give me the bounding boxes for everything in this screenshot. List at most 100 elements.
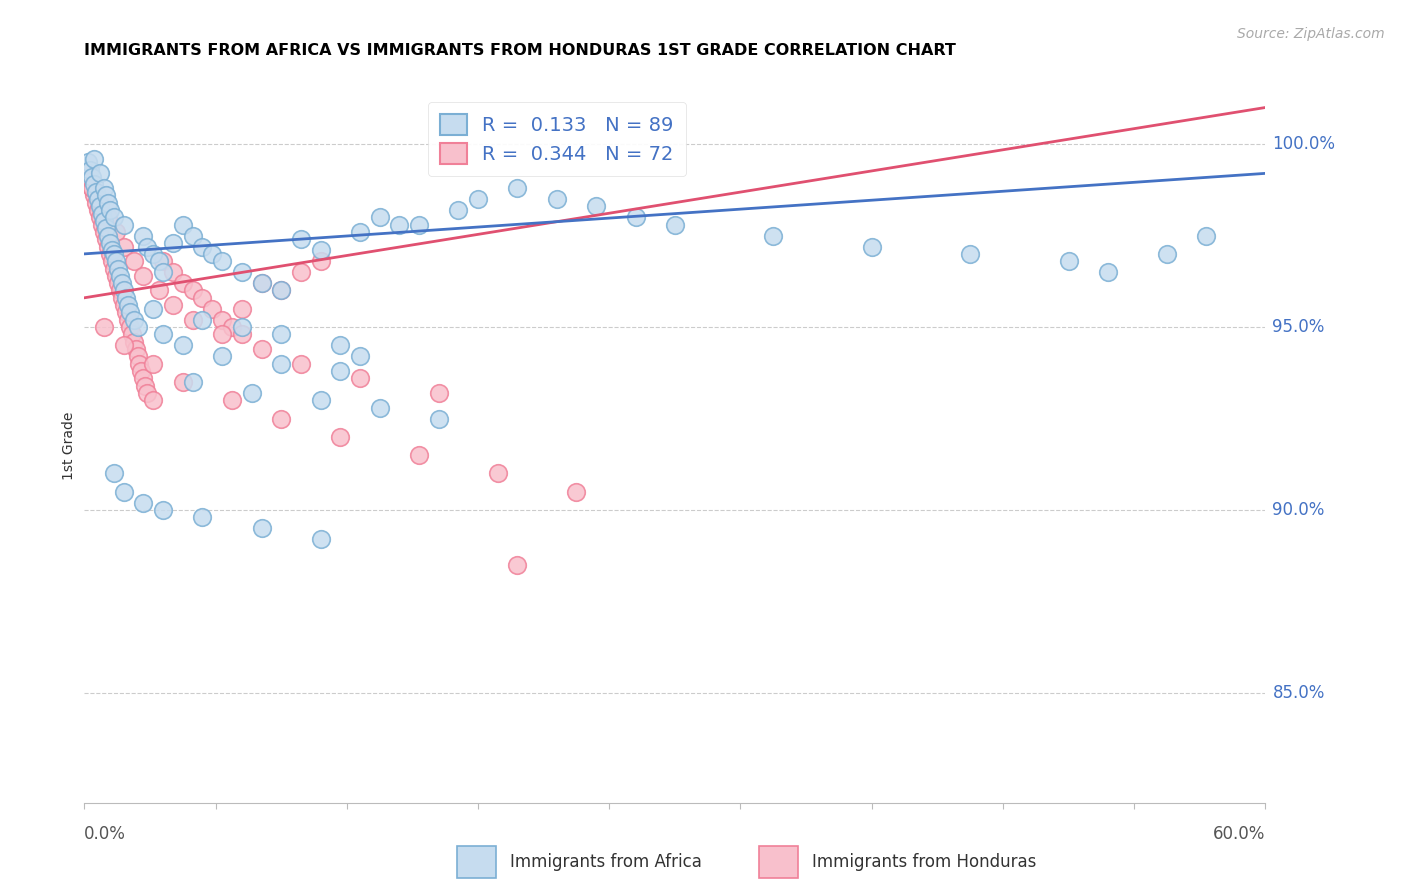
Point <box>87 192 110 206</box>
Point <box>97 211 120 225</box>
Point <box>172 375 194 389</box>
Point <box>77 166 100 180</box>
Point <box>98 235 121 250</box>
Point <box>112 298 135 312</box>
Point <box>142 247 165 261</box>
Point <box>162 265 184 279</box>
Text: 90.0%: 90.0% <box>1272 501 1324 519</box>
Point <box>152 265 174 279</box>
Point <box>250 521 273 535</box>
Point <box>142 301 165 316</box>
Point <box>114 305 136 319</box>
Point <box>84 185 107 199</box>
Point <box>111 276 134 290</box>
Point <box>329 338 352 352</box>
Point <box>162 298 184 312</box>
Point <box>447 202 470 217</box>
Point <box>250 276 273 290</box>
Point <box>309 244 332 258</box>
Point <box>152 503 174 517</box>
Point <box>427 411 450 425</box>
Point <box>162 235 184 250</box>
Point <box>107 261 129 276</box>
Point <box>83 152 105 166</box>
Point <box>111 291 134 305</box>
Point <box>270 411 292 425</box>
Point <box>309 393 332 408</box>
Point <box>122 254 145 268</box>
Point <box>211 254 233 268</box>
Point <box>290 265 312 279</box>
Text: 95.0%: 95.0% <box>1272 318 1324 336</box>
Point <box>408 448 430 462</box>
Point <box>142 357 165 371</box>
Point <box>240 386 263 401</box>
Point <box>118 305 141 319</box>
Point <box>368 211 391 225</box>
Point <box>270 284 292 298</box>
Point <box>107 276 129 290</box>
Point <box>117 312 139 326</box>
Point <box>148 254 170 268</box>
Point <box>122 334 145 349</box>
Point <box>89 195 111 210</box>
Point <box>290 232 312 246</box>
Point <box>368 401 391 415</box>
Point <box>127 349 149 363</box>
Point <box>191 510 214 524</box>
Point <box>270 327 292 342</box>
Point <box>309 533 332 547</box>
Point <box>191 312 214 326</box>
Point <box>191 239 214 253</box>
Point <box>860 239 883 253</box>
Point <box>84 195 107 210</box>
Point <box>114 291 136 305</box>
Point <box>231 301 253 316</box>
Point <box>108 284 131 298</box>
Point <box>309 254 332 268</box>
Point <box>93 225 115 239</box>
Point <box>231 265 253 279</box>
Point <box>103 261 125 276</box>
Point <box>250 276 273 290</box>
Text: Source: ZipAtlas.com: Source: ZipAtlas.com <box>1237 27 1385 41</box>
Point <box>101 244 124 258</box>
Point <box>506 181 529 195</box>
Point <box>112 239 135 253</box>
Point <box>124 342 146 356</box>
Point <box>136 386 159 401</box>
Point <box>112 284 135 298</box>
Point <box>131 364 153 378</box>
Point <box>427 386 450 401</box>
Point <box>148 284 170 298</box>
Point <box>486 467 509 481</box>
Point <box>142 393 165 408</box>
Point <box>77 155 100 169</box>
Point <box>191 291 214 305</box>
Point <box>290 357 312 371</box>
Point <box>211 327 233 342</box>
Point <box>132 371 155 385</box>
Point <box>250 342 273 356</box>
Point <box>93 214 115 228</box>
Point <box>83 188 105 202</box>
Point <box>201 301 224 316</box>
Point <box>329 430 352 444</box>
Text: 60.0%: 60.0% <box>1213 825 1265 843</box>
Point <box>181 375 204 389</box>
Point <box>97 195 120 210</box>
Point <box>132 496 155 510</box>
Point <box>388 218 411 232</box>
FancyBboxPatch shape <box>759 846 799 878</box>
Point <box>211 349 233 363</box>
Point <box>349 371 371 385</box>
Point <box>624 211 647 225</box>
Point <box>82 181 104 195</box>
Point <box>112 218 135 232</box>
Point <box>408 218 430 232</box>
Point <box>104 268 127 283</box>
Point <box>152 254 174 268</box>
Text: 0.0%: 0.0% <box>84 825 127 843</box>
Point <box>546 192 568 206</box>
Point <box>97 228 120 243</box>
